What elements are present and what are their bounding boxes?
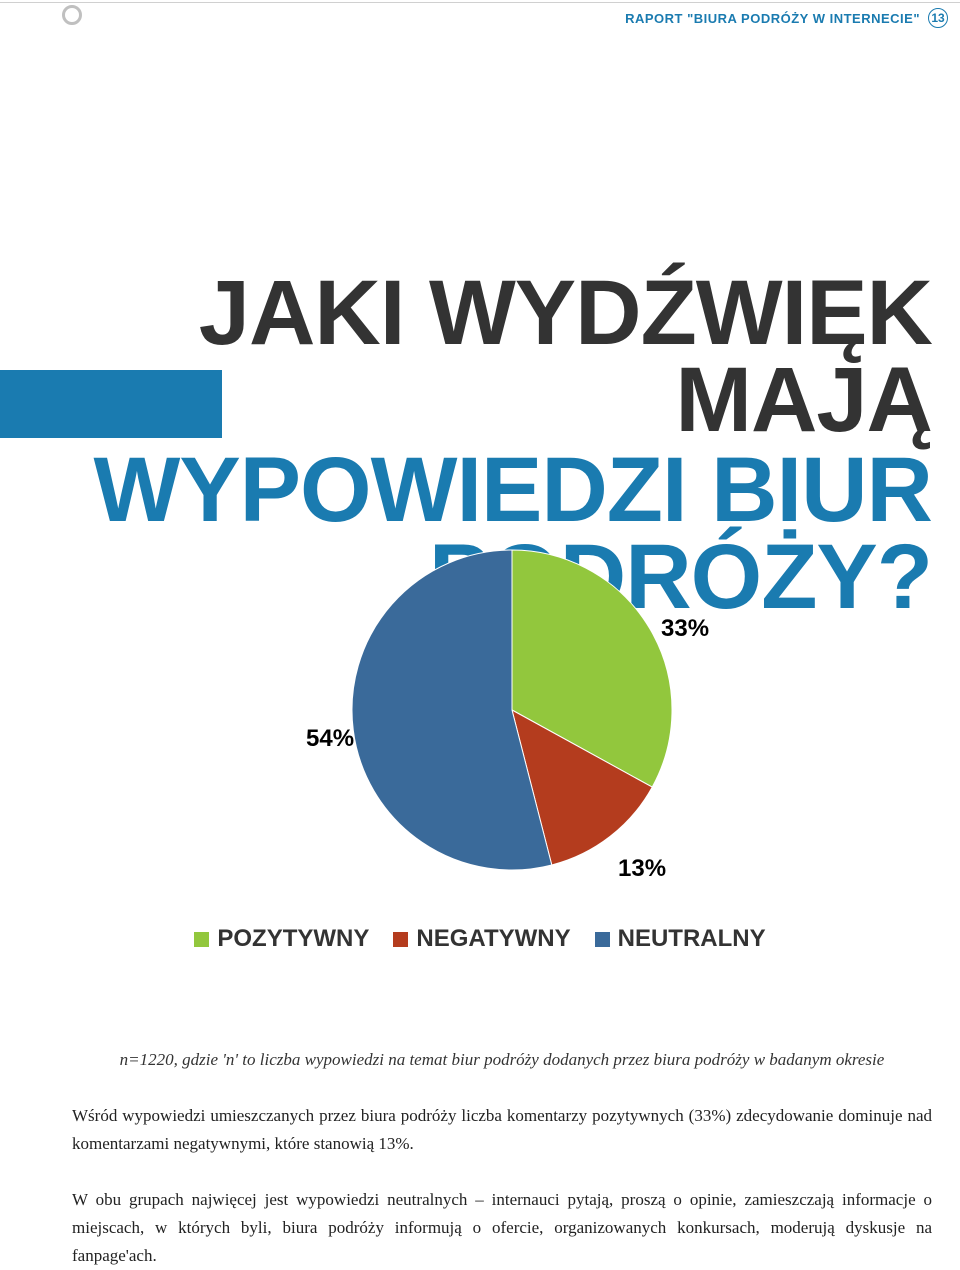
legend-swatch-pozytywny xyxy=(194,932,209,947)
legend-label-neutralny: NEUTRALNY xyxy=(618,925,766,953)
decorative-circle xyxy=(62,5,82,25)
pie-chart: 33% 13% 54% xyxy=(300,545,720,885)
slice-label-neutralny: 54% xyxy=(306,725,354,753)
top-divider xyxy=(0,2,960,3)
legend-item-pozytywny: POZYTYWNY xyxy=(194,925,369,953)
report-title: RAPORT "BIURA PODRÓŻY W INTERNECIE" xyxy=(625,11,920,26)
headline-line1: JAKI WYDŹWIĘK MAJĄ xyxy=(0,270,932,445)
slice-label-negatywny: 13% xyxy=(618,855,666,883)
legend-label-negatywny: NEGATYWNY xyxy=(416,925,570,953)
paragraph-1: Wśród wypowiedzi umieszczanych przez biu… xyxy=(72,1102,932,1158)
legend-item-negatywny: NEGATYWNY xyxy=(393,925,570,953)
pie-svg xyxy=(300,545,720,885)
page-number: 13 xyxy=(928,8,948,28)
legend-swatch-neutralny xyxy=(595,932,610,947)
chart-caption: n=1220, gdzie 'n' to liczba wypowiedzi n… xyxy=(72,1050,932,1070)
legend-label-pozytywny: POZYTYWNY xyxy=(217,925,369,953)
paragraph-2: W obu grupach najwięcej jest wypowiedzi … xyxy=(72,1186,932,1270)
legend: POZYTYWNY NEGATYWNY NEUTRALNY xyxy=(0,925,960,953)
legend-item-neutralny: NEUTRALNY xyxy=(595,925,766,953)
header-right: RAPORT "BIURA PODRÓŻY W INTERNECIE" 13 xyxy=(625,8,948,28)
legend-swatch-negatywny xyxy=(393,932,408,947)
slice-label-pozytywny: 33% xyxy=(661,615,709,643)
